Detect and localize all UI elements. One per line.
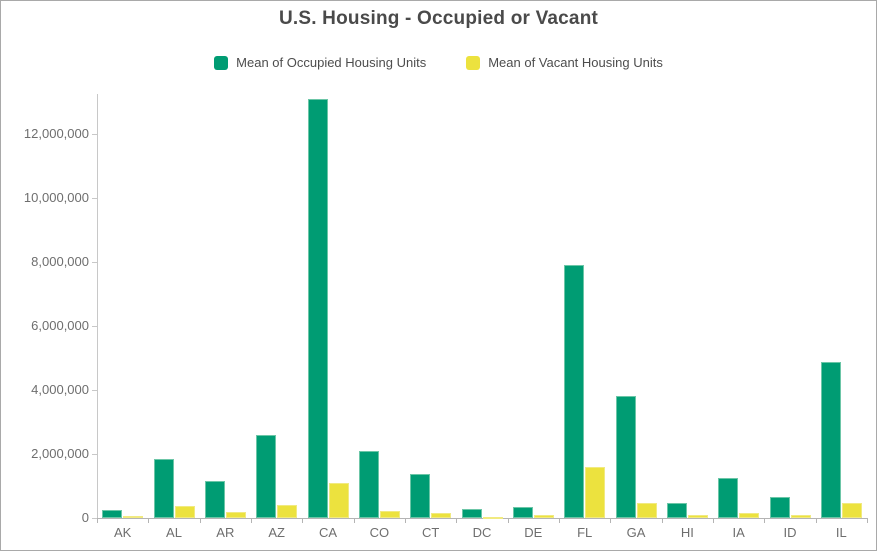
vacant-bar-ga[interactable]: [636, 502, 657, 518]
x-axis-tick: [199, 518, 201, 523]
vacant-bar-ct[interactable]: [431, 512, 452, 518]
x-axis-label-ct: CT: [421, 525, 440, 540]
vacant-bar-id[interactable]: [790, 515, 811, 518]
legend-item-vacant[interactable]: Mean of Vacant Housing Units: [466, 55, 663, 70]
y-axis-tick-label: 12,000,000: [23, 126, 89, 141]
occupied-bar-de[interactable]: [512, 506, 533, 518]
vacant-bar-ca[interactable]: [328, 482, 349, 518]
y-axis-line: [97, 94, 98, 518]
y-axis-tick: [92, 262, 97, 263]
vacant-bar-ar[interactable]: [225, 511, 246, 518]
x-axis-tick: [302, 518, 304, 523]
occupied-bar-ct[interactable]: [410, 474, 431, 518]
occupied-bar-id[interactable]: [769, 497, 790, 518]
y-axis-tick: [92, 518, 97, 519]
legend-item-label: Mean of Occupied Housing Units: [236, 55, 427, 70]
x-axis-tick: [353, 518, 355, 523]
x-axis-label-ga: GA: [626, 525, 646, 540]
x-axis-tick: [507, 518, 509, 523]
legend-swatch-icon: [466, 55, 481, 70]
legend-item-occupied[interactable]: Mean of Occupied Housing Units: [214, 55, 426, 70]
occupied-bar-hi[interactable]: [666, 503, 687, 518]
x-axis-label-ar: AR: [216, 525, 235, 540]
vacant-bar-fl[interactable]: [585, 466, 606, 518]
occupied-bar-il[interactable]: [820, 362, 841, 518]
x-axis-label-ia: IA: [732, 525, 745, 540]
x-axis-label-co: CO: [369, 525, 390, 540]
vacant-bar-ia[interactable]: [739, 513, 760, 518]
x-axis-label-de: DE: [524, 525, 543, 540]
vacant-bar-ak[interactable]: [123, 516, 144, 519]
x-axis-label-hi: HI: [680, 525, 694, 540]
y-axis-tick: [92, 326, 97, 327]
y-axis-tick: [92, 198, 97, 199]
occupied-bar-ar[interactable]: [204, 481, 225, 518]
occupied-bar-dc[interactable]: [461, 509, 482, 518]
x-axis-label-dc: DC: [472, 525, 492, 540]
occupied-bar-co[interactable]: [358, 450, 379, 518]
occupied-bar-ca[interactable]: [307, 98, 328, 518]
x-axis-tick: [661, 518, 663, 523]
vacant-bar-al[interactable]: [174, 505, 195, 518]
x-axis-tick: [148, 518, 150, 523]
x-axis-line: [97, 518, 867, 519]
x-axis-label-id: ID: [783, 525, 797, 540]
vacant-bar-az[interactable]: [277, 505, 298, 518]
vacant-bar-co[interactable]: [379, 510, 400, 518]
x-axis-tick: [559, 518, 560, 523]
y-axis-tick: [92, 134, 97, 135]
y-axis-tick: [92, 390, 97, 391]
y-axis-tick-label: 6,000,000: [31, 318, 89, 333]
chart-title: U.S. Housing - Occupied or Vacant: [278, 8, 599, 29]
occupied-bar-az[interactable]: [256, 434, 277, 518]
y-axis-tick-label: 10,000,000: [23, 190, 89, 205]
vacant-bar-de[interactable]: [533, 515, 554, 518]
occupied-bar-ia[interactable]: [718, 478, 739, 518]
x-axis-tick: [867, 518, 868, 523]
x-axis-tick: [713, 518, 714, 523]
x-axis-tick: [251, 518, 252, 523]
x-axis-label-az: AZ: [268, 525, 285, 540]
x-axis-tick: [405, 518, 406, 523]
occupied-bar-al[interactable]: [153, 458, 174, 518]
legend-swatch-icon: [214, 55, 229, 70]
y-axis-tick: [92, 454, 97, 455]
x-axis-label-il: IL: [835, 525, 847, 540]
x-axis-tick: [764, 518, 766, 523]
x-axis-label-ca: CA: [318, 525, 338, 540]
x-axis-tick: [97, 518, 98, 523]
occupied-bar-ga[interactable]: [615, 396, 636, 518]
x-axis-label-fl: FL: [577, 525, 593, 540]
x-axis-label-al: AL: [166, 525, 182, 540]
x-axis-tick: [610, 518, 612, 523]
x-axis-tick: [456, 518, 458, 523]
y-axis-tick-label: 4,000,000: [31, 382, 89, 397]
vacant-bar-hi[interactable]: [687, 515, 708, 518]
x-axis-label-ak: AK: [113, 525, 132, 540]
occupied-bar-ak[interactable]: [102, 510, 123, 518]
vacant-bar-dc[interactable]: [482, 516, 503, 519]
y-axis-tick-label: 2,000,000: [31, 446, 89, 461]
y-axis-tick-label: 0: [81, 510, 89, 525]
x-axis-tick: [815, 518, 817, 523]
occupied-bar-fl[interactable]: [564, 265, 585, 518]
legend: Mean of Occupied Housing Units Mean of Va…: [1, 55, 876, 70]
y-axis-tick-label: 8,000,000: [31, 254, 89, 269]
legend-item-label: Mean of Vacant Housing Units: [488, 55, 663, 70]
vacant-bar-il[interactable]: [841, 502, 862, 518]
